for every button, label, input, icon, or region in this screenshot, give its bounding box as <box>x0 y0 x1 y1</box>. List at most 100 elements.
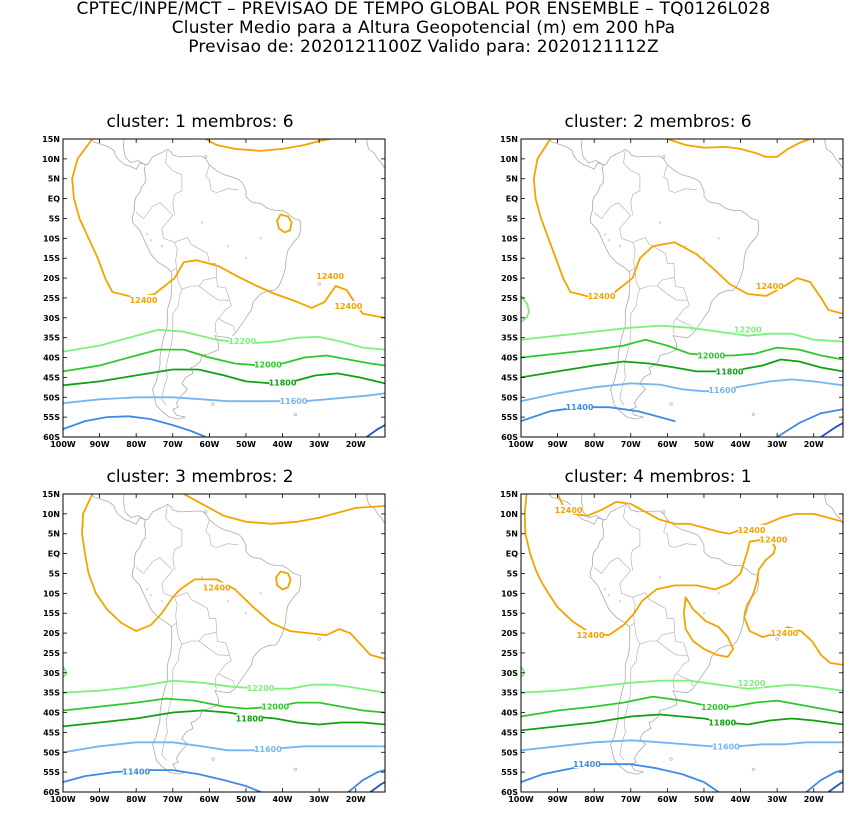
contour-line <box>556 494 843 535</box>
lon-tick-label: 80W <box>584 795 604 804</box>
contour-line <box>204 139 332 152</box>
contour-label-bg <box>738 678 765 688</box>
contour-label-bg <box>698 350 725 360</box>
lat-tick-label: 5S <box>49 214 61 223</box>
contour-line <box>369 781 385 792</box>
lat-tick-label: 45S <box>43 373 60 382</box>
lat-tick-label: 45S <box>501 373 518 382</box>
contour-label: 12400 <box>738 526 766 535</box>
contour-line <box>521 406 676 423</box>
contour-label: 12400 <box>130 296 158 305</box>
contour-line <box>521 358 843 379</box>
lat-tick-label: 60S <box>43 433 60 442</box>
lake <box>717 237 720 240</box>
contour-label: 11400 <box>566 403 594 412</box>
contour-label: 11800 <box>716 367 744 376</box>
contour-line <box>827 781 843 792</box>
contour-label-bg <box>236 713 263 723</box>
contour-label: 12000 <box>701 703 729 712</box>
country-border <box>165 150 183 216</box>
lat-tick-label: 50S <box>43 748 60 757</box>
island <box>622 477 625 480</box>
country-border <box>176 268 216 290</box>
lat-tick-label: 25S <box>501 294 518 303</box>
island <box>317 282 321 286</box>
lake <box>200 576 204 579</box>
lat-tick-label: 15N <box>500 490 518 499</box>
island <box>775 637 779 641</box>
lake <box>658 576 662 579</box>
coastline <box>590 148 760 420</box>
lon-tick-label: 100W <box>508 795 534 804</box>
lake <box>146 233 149 236</box>
contour-label-bg <box>317 271 344 281</box>
contour-label-bg <box>734 324 761 334</box>
contour-label: 12400 <box>756 282 784 291</box>
country-border <box>198 640 230 656</box>
lon-tick-label: 90W <box>548 440 568 449</box>
contour-label-bg <box>701 701 728 711</box>
contour-label-bg <box>712 741 739 751</box>
contour-label-bg <box>203 582 230 592</box>
contour-label-bg <box>716 366 743 376</box>
lat-tick-label: 15S <box>501 609 518 618</box>
coastline <box>366 139 385 170</box>
contour-label: 12200 <box>247 684 275 693</box>
country-border <box>632 592 694 687</box>
lat-tick-label: EQ <box>48 195 60 204</box>
country-border <box>161 570 178 627</box>
header-line-3: Previsao de: 2020121100Z Valido para: 20… <box>188 37 659 57</box>
lake <box>244 612 248 615</box>
map-frame <box>62 493 386 793</box>
map-frame <box>520 493 844 793</box>
lat-tick-label: 20S <box>43 629 60 638</box>
contour-label-bg <box>254 359 281 369</box>
lat-tick-label: 15N <box>42 135 60 144</box>
country-border <box>205 519 239 548</box>
lon-tick-label: 60W <box>657 440 677 449</box>
contour-line <box>63 679 385 694</box>
map-frame <box>62 138 386 438</box>
lat-tick-label: 5S <box>49 569 61 578</box>
lon-tick-label: 20W <box>804 795 824 804</box>
contour-label: 11600 <box>280 397 308 406</box>
coastline <box>132 503 302 775</box>
country-border <box>214 673 219 689</box>
coastline <box>824 139 843 170</box>
contour-line <box>521 679 843 694</box>
coastline <box>548 494 604 525</box>
contour-label: 11600 <box>254 745 282 754</box>
lat-tick-label: 55S <box>501 413 518 422</box>
island <box>164 477 167 480</box>
contour-line <box>682 596 735 658</box>
lake <box>658 221 662 224</box>
contour-label-bg <box>588 290 615 300</box>
geopotential-map: 12400 12200 12000 11800 11600 11400 15N 10N 5N EQ… <box>42 477 386 804</box>
figure-header: CPTEC/INPE/MCT – PREVISAO DE TEMPO GLOBA… <box>0 0 847 57</box>
contour-label-bg <box>738 524 765 534</box>
lat-tick-label: 40S <box>501 709 518 718</box>
lat-tick-label: 35S <box>501 689 518 698</box>
lat-tick-label: 20S <box>501 274 518 283</box>
lat-tick-label: 5N <box>48 175 60 184</box>
island <box>669 402 673 406</box>
lake <box>226 600 229 603</box>
country-border <box>198 285 230 301</box>
lon-tick-label: 20W <box>804 440 824 449</box>
contour-line <box>521 378 843 403</box>
lake <box>717 592 720 595</box>
country-border <box>214 318 219 334</box>
lake <box>604 233 607 236</box>
island <box>622 122 625 125</box>
contour-label: 11400 <box>573 760 601 769</box>
contour-line <box>523 494 843 666</box>
lat-tick-label: 30S <box>501 669 518 678</box>
lon-tick-label: 70W <box>621 440 641 449</box>
island <box>604 126 607 129</box>
lat-tick-label: 55S <box>501 768 518 777</box>
island <box>317 637 321 641</box>
lat-tick-label: 60S <box>43 788 60 797</box>
lat-tick-label: 25S <box>501 649 518 658</box>
geopotential-map: 12400 12400 12200 12000 11800 11600 11400 15N 10… <box>500 122 844 449</box>
